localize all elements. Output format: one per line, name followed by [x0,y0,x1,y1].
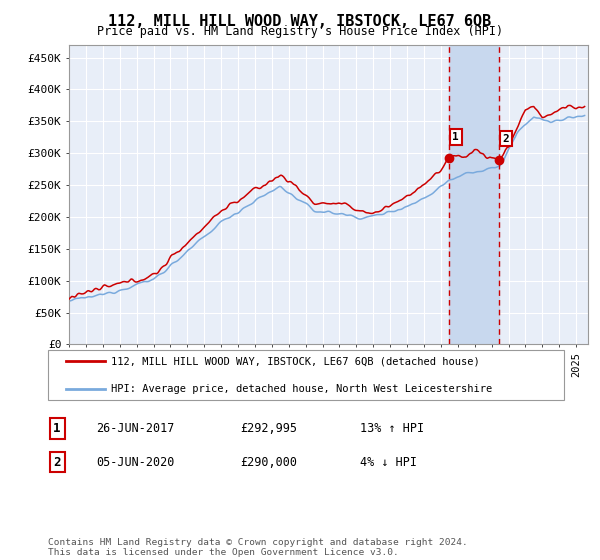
Text: HPI: Average price, detached house, North West Leicestershire: HPI: Average price, detached house, Nort… [111,384,492,394]
Text: Contains HM Land Registry data © Crown copyright and database right 2024.
This d: Contains HM Land Registry data © Crown c… [48,538,468,557]
Text: Price paid vs. HM Land Registry's House Price Index (HPI): Price paid vs. HM Land Registry's House … [97,25,503,38]
Text: £292,995: £292,995 [240,422,297,435]
Text: 2: 2 [53,455,61,469]
Text: 4% ↓ HPI: 4% ↓ HPI [360,455,417,469]
Text: 2: 2 [502,134,509,144]
Text: 13% ↑ HPI: 13% ↑ HPI [360,422,424,435]
Text: 05-JUN-2020: 05-JUN-2020 [96,455,175,469]
Text: 1: 1 [452,132,459,142]
Text: 112, MILL HILL WOOD WAY, IBSTOCK, LE67 6QB (detached house): 112, MILL HILL WOOD WAY, IBSTOCK, LE67 6… [111,356,480,366]
Text: £290,000: £290,000 [240,455,297,469]
Text: 26-JUN-2017: 26-JUN-2017 [96,422,175,435]
Text: 112, MILL HILL WOOD WAY, IBSTOCK, LE67 6QB: 112, MILL HILL WOOD WAY, IBSTOCK, LE67 6… [109,14,491,29]
Text: 1: 1 [53,422,61,435]
Bar [449,45,499,344]
